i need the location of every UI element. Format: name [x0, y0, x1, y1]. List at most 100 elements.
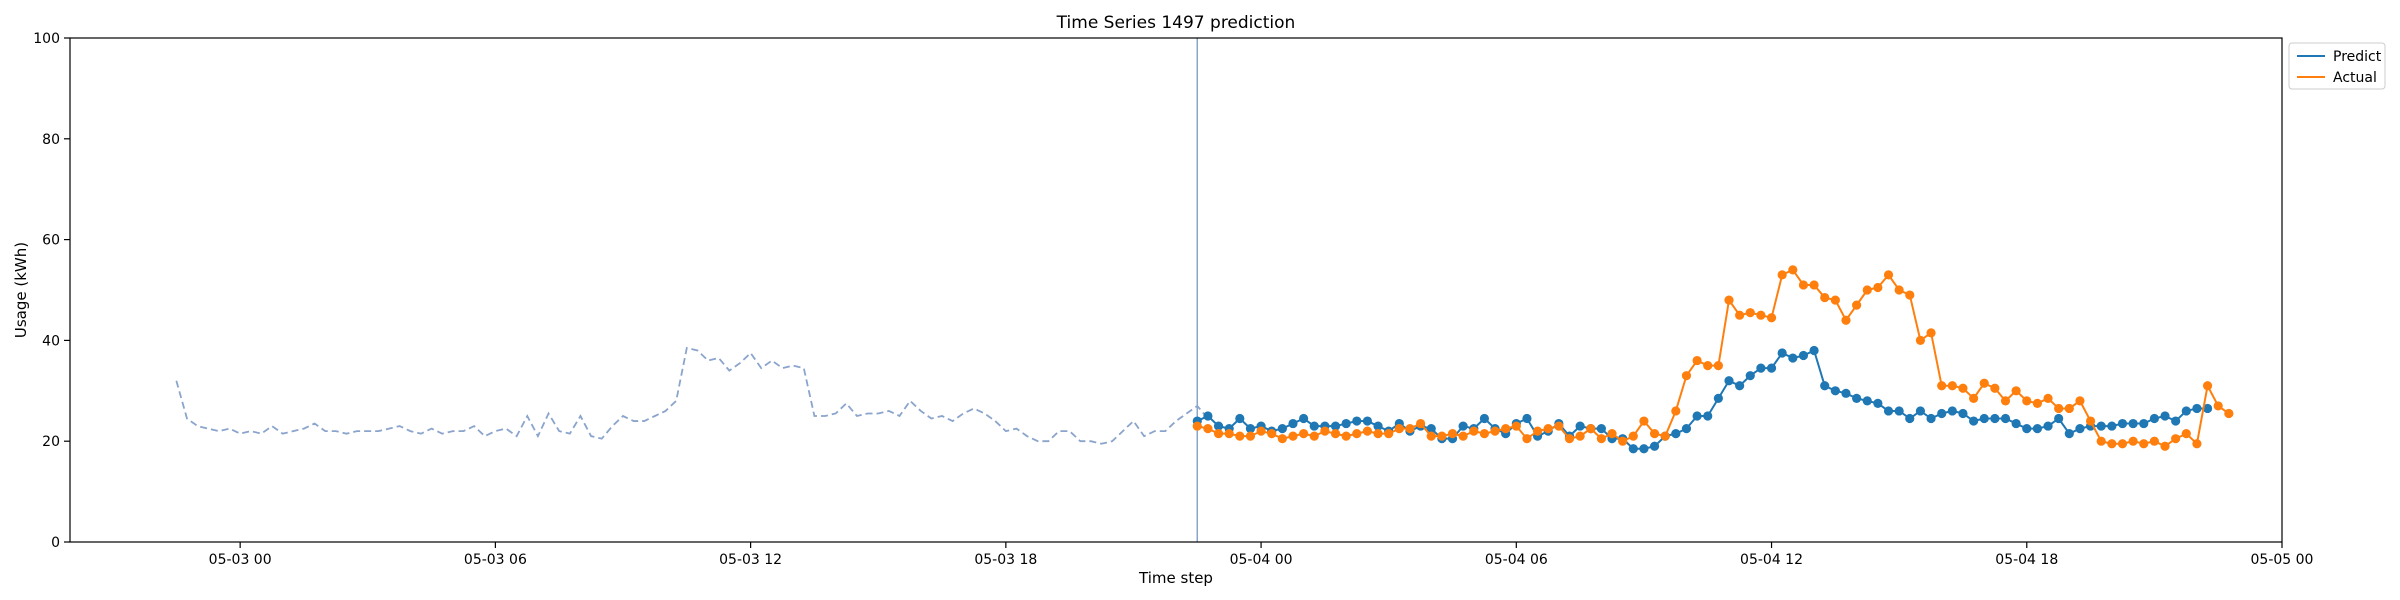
- y-tick-label: 100: [33, 31, 60, 47]
- predict-point: [1894, 406, 1904, 416]
- actual-point: [1362, 426, 1373, 436]
- actual-point: [1735, 310, 1745, 320]
- actual-point: [1947, 381, 1957, 391]
- predict-point: [2192, 403, 2202, 414]
- actual-point: [1979, 378, 1989, 388]
- x-tick-label: 05-04 06: [1485, 552, 1548, 568]
- actual-point: [1713, 361, 1723, 371]
- actual-point: [1394, 424, 1404, 434]
- actual-point: [1905, 290, 1915, 300]
- actual-point: [1543, 424, 1553, 434]
- actual-point: [1330, 429, 1341, 439]
- actual-point: [1532, 426, 1543, 436]
- actual-point: [1990, 383, 2000, 393]
- y-tick-label: 60: [42, 233, 60, 249]
- x-tick-label: 05-04 18: [1995, 552, 2058, 568]
- x-tick-label: 05-03 00: [209, 552, 272, 568]
- actual-point: [1192, 421, 1202, 431]
- actual-point: [2171, 434, 2181, 444]
- predict-point: [1809, 345, 1819, 356]
- actual-point: [1724, 295, 1734, 305]
- actual-point: [2085, 416, 2096, 426]
- actual-point: [1852, 300, 1862, 310]
- predict-point: [1628, 444, 1638, 454]
- actual-point: [2202, 381, 2213, 391]
- predict-point: [1926, 413, 1936, 424]
- actual-point: [1309, 431, 1319, 441]
- predict-point: [2107, 421, 2117, 431]
- x-axis-label: Time step: [1138, 569, 1213, 587]
- y-tick-label: 80: [42, 132, 60, 148]
- actual-point: [1235, 431, 1245, 441]
- x-tick-label: 05-03 18: [974, 552, 1037, 568]
- chart-title: Time Series 1497 prediction: [1056, 13, 1296, 33]
- x-tick-label: 05-04 12: [1740, 552, 1803, 568]
- actual-point: [1809, 280, 1819, 290]
- predict-point: [1820, 381, 1830, 391]
- actual-point: [1766, 313, 1777, 323]
- actual-point: [1671, 406, 1681, 416]
- y-axis: 0 20 40 60 80 100: [33, 31, 70, 551]
- actual-point: [1639, 416, 1649, 426]
- predict-point: [1288, 418, 1298, 429]
- actual-point: [1522, 434, 1532, 444]
- predict-point: [2064, 429, 2074, 439]
- predict-point: [1426, 424, 1436, 434]
- history-line: [175, 346, 1209, 445]
- predict-point: [1649, 441, 1660, 451]
- predict-point: [1756, 363, 1766, 373]
- predict-point: [1873, 398, 1883, 408]
- predict-point: [1341, 418, 1351, 429]
- actual-point: [1554, 421, 1564, 431]
- predict-point: [1639, 444, 1649, 454]
- actual-point: [1618, 436, 1628, 446]
- actual-point: [1267, 429, 1277, 439]
- actual-point: [1405, 424, 1415, 434]
- legend-label-actual: Actual: [2333, 70, 2377, 86]
- predict-point: [2096, 421, 2106, 431]
- predict-point: [1745, 371, 1755, 381]
- predict-point: [1852, 393, 1862, 403]
- predict-point: [1883, 406, 1894, 416]
- actual-point: [2128, 436, 2138, 446]
- predict-point: [1575, 421, 1585, 431]
- actual-point: [1937, 381, 1947, 391]
- predict-point: [1915, 406, 1926, 416]
- actual-point: [1862, 285, 1872, 295]
- predict-point: [2117, 418, 2128, 429]
- predict-point: [1937, 408, 1947, 419]
- x-tick-label: 05-05 00: [2251, 552, 2314, 568]
- y-tick-label: 0: [51, 535, 60, 551]
- actual-point: [1469, 426, 1479, 436]
- predict-point: [1766, 363, 1777, 373]
- legend: Predict Actual: [2288, 42, 2386, 90]
- actual-point: [1926, 328, 1936, 338]
- actual-point: [1596, 434, 1606, 444]
- predict-point: [2181, 406, 2191, 416]
- actual-point: [2213, 401, 2223, 411]
- actual-point: [1341, 431, 1351, 441]
- predict-point: [1299, 413, 1309, 424]
- predict-point: [1522, 413, 1532, 424]
- actual-point: [1384, 429, 1394, 439]
- actual-point: [2149, 436, 2159, 446]
- actual-point: [1915, 335, 1926, 345]
- actual-point: [1501, 424, 1511, 434]
- actual-point: [1894, 285, 1904, 295]
- actual-point: [1830, 295, 1840, 305]
- actual-point: [1288, 431, 1298, 441]
- predict-point: [1830, 386, 1840, 396]
- actual-point: [2117, 439, 2128, 449]
- actual-point: [1352, 429, 1362, 439]
- predict-point: [1990, 413, 2000, 424]
- predict-point: [1458, 421, 1468, 431]
- predict-point: [2032, 424, 2042, 434]
- actual-point: [1458, 431, 1468, 441]
- predict-point: [2022, 424, 2032, 434]
- actual-point: [2224, 408, 2234, 419]
- predict-point: [2043, 421, 2053, 431]
- actual-point: [1692, 355, 1702, 366]
- actual-point: [2107, 439, 2117, 449]
- predict-point: [1958, 408, 1968, 419]
